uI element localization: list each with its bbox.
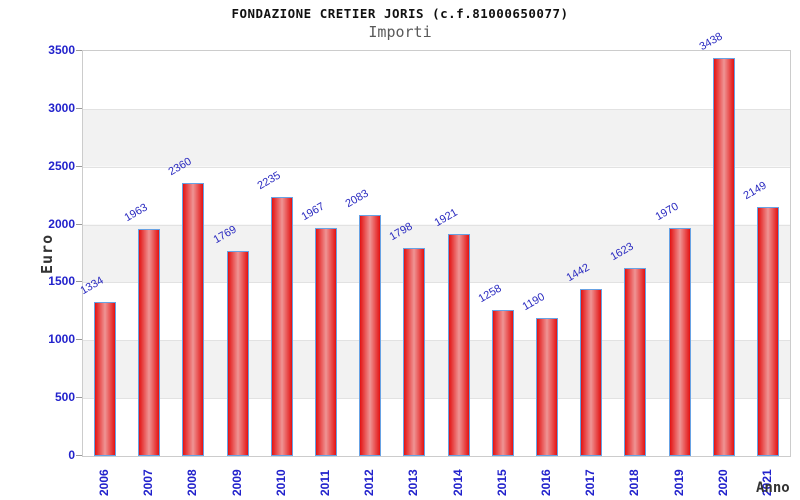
y-tick-label: 1500 [48, 274, 75, 289]
gridline [83, 108, 790, 110]
gridline [83, 166, 790, 168]
y-tick-label: 3500 [48, 43, 75, 57]
y-tick-mark [76, 223, 82, 225]
x-tick-label: 2014 [450, 469, 465, 496]
x-tick-label: 2008 [185, 469, 200, 496]
bar-2020 [712, 58, 735, 456]
gridline [83, 224, 790, 226]
bar-2016 [535, 318, 558, 456]
x-tick-label: 2015 [494, 469, 509, 496]
plot-area [82, 50, 791, 457]
y-tick-label: 500 [54, 390, 75, 405]
y-tick-mark [76, 397, 82, 399]
gridline [83, 282, 790, 284]
bar-2014 [447, 233, 470, 456]
bar-2012 [359, 214, 382, 456]
x-tick-label: 2020 [715, 469, 730, 496]
y-tick-mark [76, 455, 82, 456]
x-tick-label: 2018 [627, 469, 642, 496]
bar-2010 [270, 197, 293, 456]
y-axis-title: Euro [38, 233, 56, 274]
x-tick-label: 2016 [538, 469, 553, 496]
gridline [83, 398, 790, 400]
chart-title: FONDAZIONE CRETIER JORIS (c.f.8100065007… [231, 6, 569, 21]
bar-2013 [403, 247, 426, 456]
bar-2011 [315, 228, 338, 456]
bar-2015 [491, 310, 514, 456]
y-tick-label: 2000 [48, 216, 75, 231]
y-tick-label: 0 [68, 448, 75, 462]
x-tick-label: 2019 [671, 469, 686, 496]
x-tick-label: 2011 [318, 469, 333, 496]
y-tick-mark [76, 339, 82, 341]
y-tick-label: 2500 [48, 158, 75, 173]
bar-2019 [668, 228, 691, 456]
bar-2006 [94, 301, 117, 456]
x-tick-label: 2010 [273, 469, 288, 496]
x-tick-label: 2006 [97, 469, 112, 496]
y-tick-mark [76, 107, 82, 109]
x-tick-label: 2007 [141, 469, 156, 496]
x-axis-title: Anno [756, 480, 790, 496]
y-tick-label: 1000 [48, 332, 75, 347]
gridline [83, 340, 790, 342]
x-tick-label: 2012 [362, 469, 377, 496]
bar-2018 [624, 268, 647, 456]
x-tick-label: 2013 [406, 469, 421, 496]
bar-2009 [226, 251, 249, 456]
bar-2008 [182, 182, 205, 456]
bar-2017 [580, 289, 603, 456]
x-tick-label: 2009 [229, 469, 244, 496]
bar-2021 [756, 207, 779, 456]
y-tick-mark [76, 281, 82, 283]
y-tick-mark [76, 50, 82, 51]
y-tick-mark [76, 165, 82, 167]
x-tick-label: 2017 [583, 469, 598, 496]
chart-subtitle: Importi [368, 23, 432, 41]
bar-2007 [138, 228, 161, 456]
y-tick-label: 3000 [48, 100, 75, 115]
